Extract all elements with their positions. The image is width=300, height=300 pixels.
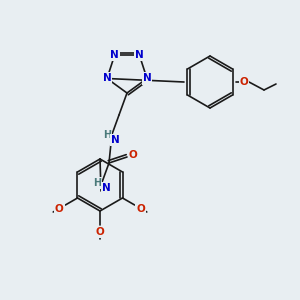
Text: H: H	[93, 178, 101, 188]
Text: N: N	[135, 50, 144, 60]
Text: O: O	[240, 77, 248, 87]
Text: N: N	[111, 135, 119, 145]
Text: O: O	[136, 203, 145, 214]
Text: N: N	[142, 74, 151, 83]
Text: N: N	[103, 74, 111, 83]
Text: N: N	[102, 183, 110, 193]
Text: O: O	[129, 150, 137, 160]
Text: N: N	[110, 50, 119, 60]
Text: O: O	[55, 203, 64, 214]
Text: H: H	[103, 130, 111, 140]
Text: O: O	[96, 227, 104, 237]
